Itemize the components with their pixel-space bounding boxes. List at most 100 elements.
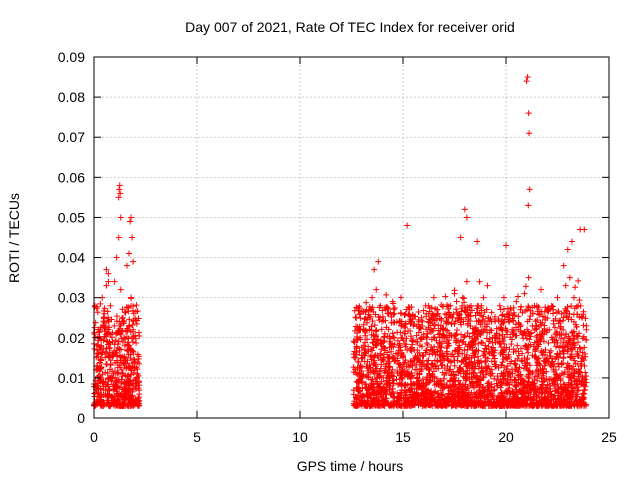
scatter-point-background xyxy=(541,325,548,332)
scatter-point-background xyxy=(533,362,540,369)
scatter-point-background xyxy=(427,395,434,402)
scatter-point-background xyxy=(518,357,525,364)
scatter-point-background xyxy=(526,368,533,375)
scatter-point-background xyxy=(461,347,468,354)
gridlines xyxy=(94,57,609,418)
scatter-point-background xyxy=(522,343,529,350)
scatter-point-background xyxy=(386,364,393,371)
scatter-point-background xyxy=(106,366,113,373)
scatter-point-background xyxy=(414,378,421,385)
scatter-point-background xyxy=(546,376,553,383)
scatter-point-background xyxy=(448,402,455,409)
scatter-point-background xyxy=(474,372,481,379)
scatter-point xyxy=(393,318,400,325)
scatter-point-background xyxy=(378,378,385,385)
scatter-point-background xyxy=(382,397,389,404)
scatter-point-background xyxy=(468,360,475,367)
scatter-point-background xyxy=(519,350,526,357)
scatter-point xyxy=(126,250,133,257)
scatter-point-background xyxy=(483,323,490,330)
scatter-point-background xyxy=(510,396,517,403)
scatter-point-background xyxy=(580,333,587,340)
scatter-point-background xyxy=(465,389,472,396)
scatter-point-background xyxy=(476,330,483,337)
scatter-point-background xyxy=(356,369,363,376)
scatter-point-background xyxy=(382,345,389,352)
scatter-point-background xyxy=(361,316,368,323)
scatter-point-background xyxy=(503,344,510,351)
scatter-point-background xyxy=(442,310,449,317)
scatter-point-background xyxy=(523,373,530,380)
scatter-point xyxy=(101,310,108,317)
scatter-point-background xyxy=(488,399,495,406)
scatter-point-background xyxy=(365,386,372,393)
scatter-point-background xyxy=(568,402,575,409)
scatter-point-background xyxy=(526,336,533,343)
scatter-point-background xyxy=(371,336,378,343)
scatter-point-background xyxy=(517,323,524,330)
scatter-point xyxy=(500,294,507,301)
scatter-point xyxy=(558,310,565,317)
scatter-point-background xyxy=(438,392,445,399)
scatter-point-background xyxy=(464,399,471,406)
scatter-point xyxy=(127,218,134,225)
scatter-point-background xyxy=(111,386,118,393)
scatter-point-background xyxy=(451,320,458,327)
scatter-point-background xyxy=(553,309,560,316)
scatter-point xyxy=(105,278,112,285)
scatter-point-background xyxy=(485,379,492,386)
scatter-point-background xyxy=(395,393,402,400)
scatter-point xyxy=(128,294,135,301)
scatter-point-background xyxy=(113,347,120,354)
scatter-point-background xyxy=(399,366,406,373)
scatter-point-background xyxy=(370,360,377,367)
scatter-point-background xyxy=(572,396,579,403)
scatter-point-background xyxy=(408,386,415,393)
scatter-point-background xyxy=(368,352,375,359)
scatter-point-background xyxy=(420,334,427,341)
scatter-point-background xyxy=(91,304,98,311)
scatter-point-background xyxy=(504,305,511,312)
scatter-point-background xyxy=(441,381,448,388)
scatter-point-background xyxy=(97,355,104,362)
scatter-point-background xyxy=(536,312,543,319)
x-tick-label: 0 xyxy=(90,429,98,445)
scatter-point-background xyxy=(477,393,484,400)
scatter-point xyxy=(581,226,588,233)
scatter-point xyxy=(115,234,122,241)
scatter-point xyxy=(402,330,409,337)
scatter-point-background xyxy=(531,353,538,360)
scatter-point-background xyxy=(444,343,451,350)
scatter-point-background xyxy=(557,325,564,332)
scatter-point-background xyxy=(432,321,439,328)
scatter-point-background xyxy=(566,335,573,342)
scatter-point-background xyxy=(468,398,475,405)
scatter-point-background xyxy=(130,349,137,356)
scatter-point xyxy=(397,294,404,301)
scatter-point-background xyxy=(546,382,553,389)
scatter-point-background xyxy=(408,319,415,326)
scatter-point-background xyxy=(580,308,587,315)
scatter-point xyxy=(525,274,532,281)
scatter-point-background xyxy=(433,401,440,408)
scatter-point xyxy=(439,334,446,341)
scatter-point-background xyxy=(437,315,444,322)
scatter-point-background xyxy=(356,364,363,371)
scatter-point-background xyxy=(538,398,545,405)
y-tick-label: 0.07 xyxy=(58,129,85,145)
scatter-point-background xyxy=(430,325,437,332)
scatter-point xyxy=(523,78,530,85)
scatter-point xyxy=(111,278,118,285)
scatter-point-background xyxy=(490,344,497,351)
scatter-point xyxy=(131,398,138,405)
scatter-point-background xyxy=(562,391,569,398)
scatter-point xyxy=(575,302,582,309)
scatter-point xyxy=(106,386,113,393)
scatter-point-background xyxy=(507,334,514,341)
scatter-point-background xyxy=(505,371,512,378)
scatter-point-background xyxy=(416,366,423,373)
scatter-point-background xyxy=(108,316,115,323)
scatter-point xyxy=(103,282,110,289)
scatter-point-background xyxy=(545,389,552,396)
scatter-point-background xyxy=(445,399,451,406)
